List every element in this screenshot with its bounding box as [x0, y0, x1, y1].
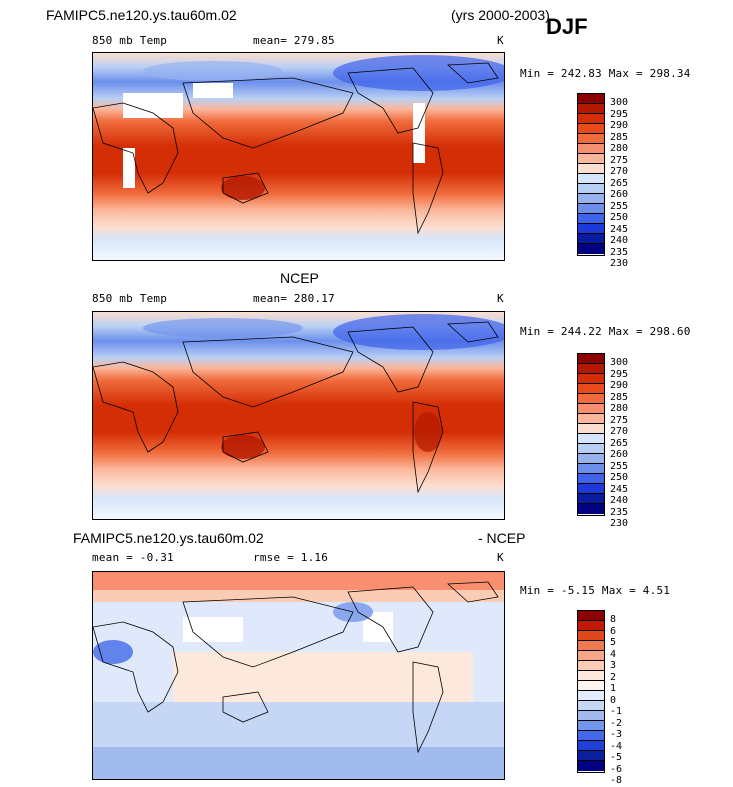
colorbar-level-label: 295 — [610, 368, 629, 380]
colorbar-level-label: -3 — [610, 729, 623, 740]
colorbar-level-label: -2 — [610, 717, 623, 729]
colorbar-level-label: 255 — [610, 200, 629, 212]
colorbar-level-label: -4 — [610, 740, 623, 752]
panel1-colorbar — [577, 93, 605, 256]
colorbar-level-label: 245 — [610, 483, 629, 495]
panel3-coastlines — [93, 581, 499, 754]
panel2-units-label: K — [497, 292, 504, 305]
panel1-mean-label: mean= 279.85 — [253, 34, 335, 47]
colorbar-level-label: 265 — [610, 437, 629, 449]
colorbar-level-label: 295 — [610, 108, 629, 120]
colorbar-level-label: 245 — [610, 223, 629, 235]
colorbar-level-label: 3 — [610, 660, 617, 671]
panel3-map — [92, 571, 505, 780]
colorbar-level-label: 270 — [610, 166, 629, 177]
panel2-coastlines — [93, 321, 499, 494]
panel3-units-label: K — [497, 551, 504, 564]
colorbar-level-label: 290 — [610, 120, 629, 131]
colorbar-level-label: 260 — [610, 449, 629, 460]
colorbar-level-label: 240 — [610, 235, 629, 246]
colorbar-level-label: 250 — [610, 472, 629, 483]
colorbar-level-label: 280 — [610, 143, 629, 154]
colorbar-level-label: 250 — [610, 212, 629, 223]
panel1-units-label: K — [497, 34, 504, 47]
colorbar-level-label: 0 — [610, 694, 617, 706]
colorbar-level-label: 5 — [610, 637, 617, 648]
panel1-map — [92, 52, 505, 261]
panel2-mean-label: mean= 280.17 — [253, 292, 335, 305]
panel2-minmax-label: Min = 244.22 Max = 298.60 — [520, 325, 691, 338]
panel2-field-label: 850 mb Temp — [92, 292, 168, 305]
colorbar-level-label: 6 — [610, 625, 617, 637]
colorbar-level-label: 275 — [610, 154, 629, 166]
colorbar-level-label: -5 — [610, 752, 623, 763]
panel3-title-right: - NCEP — [478, 530, 526, 546]
panel1-colorbar-labels: 300 295 290 285 280 275 270 265 260 255 250 245 240 2… — [610, 97, 628, 270]
colorbar-level-label: 235 — [610, 246, 629, 258]
panel2-colorbar — [577, 353, 605, 516]
colorbar-level-label: 255 — [610, 460, 629, 472]
colorbar-level-label: 290 — [610, 380, 629, 391]
case-title: FAMIPC5.ne120.ys.tau60m.02 — [46, 7, 237, 23]
colorbar-level-label: 235 — [610, 506, 629, 518]
panel2-map — [92, 311, 505, 520]
panel3-minmax-label: Min = -5.15 Max = 4.51 — [520, 584, 671, 597]
panel3-rmse-label: rmse = 1.16 — [253, 551, 329, 564]
panel3-mean-label: mean = -0.31 — [92, 551, 174, 564]
colorbar-level-label: 240 — [610, 495, 629, 506]
colorbar-level-label: 2 — [610, 671, 617, 683]
colorbar-level-label: 4 — [610, 648, 617, 660]
colorbar-level-label: -8 — [610, 775, 623, 786]
season-label: DJF — [546, 14, 588, 39]
colorbar-level-label: 1 — [610, 683, 617, 694]
colorbar-level-label: 280 — [610, 403, 629, 414]
colorbar-level-label: 300 — [610, 97, 629, 108]
colorbar-level-label: 285 — [610, 391, 629, 403]
colorbar-level-label: 230 — [610, 258, 629, 269]
colorbar-level-label: 8 — [610, 614, 617, 625]
panel1-coastlines — [93, 62, 499, 235]
colorbar-level-label: -1 — [610, 706, 623, 717]
panel3-colorbar — [577, 610, 605, 773]
years-label: (yrs 2000-2003) — [451, 7, 550, 23]
colorbar-level-label: -6 — [610, 763, 623, 775]
panel2-title: NCEP — [280, 270, 319, 286]
panel1-field-label: 850 mb Temp — [92, 34, 168, 47]
panel3-colorbar-labels: 8 6 5 4 3 2 1 0 -1 -2 -3 -4 -5 -6 -8 — [610, 614, 622, 787]
panel2-colorbar-labels: 300 295 290 285 280 275 270 265 260 255 250 245 240 2… — [610, 357, 628, 530]
colorbar-level-label: 300 — [610, 357, 629, 368]
panel1-minmax-label: Min = 242.83 Max = 298.34 — [520, 67, 691, 80]
colorbar-level-label: 275 — [610, 414, 629, 426]
colorbar-level-label: 270 — [610, 426, 629, 437]
colorbar-level-label: 285 — [610, 131, 629, 143]
colorbar-level-label: 265 — [610, 177, 629, 189]
colorbar-level-label: 260 — [610, 189, 629, 200]
panel3-title-left: FAMIPC5.ne120.ys.tau60m.02 — [73, 530, 264, 546]
colorbar-level-label: 230 — [610, 518, 629, 529]
